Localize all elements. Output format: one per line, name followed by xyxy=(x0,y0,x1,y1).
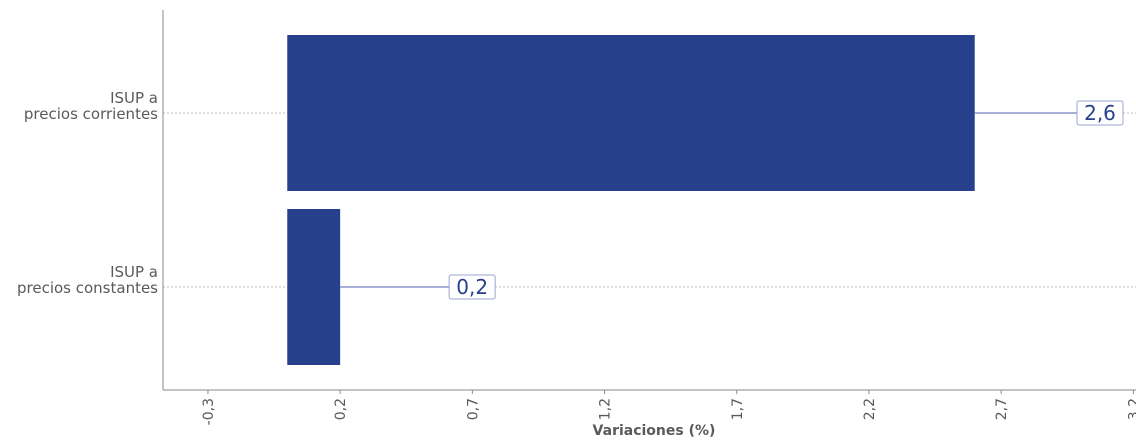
axes-layer xyxy=(162,10,1136,391)
data-label-box xyxy=(1076,100,1124,126)
x-tick-label: 0,7 xyxy=(465,398,481,420)
category-label: ISUP a xyxy=(110,263,158,281)
category-label: ISUP a xyxy=(110,89,158,107)
data-labels-layer: 2,6 0,2 xyxy=(340,100,1124,300)
x-tick-label: -0,3 xyxy=(201,398,217,425)
category-label: precios constantes xyxy=(17,279,158,297)
data-label: 2,6 xyxy=(1084,101,1116,125)
data-label: 0,2 xyxy=(456,275,488,299)
x-tick-label: 2,7 xyxy=(994,398,1010,420)
bars-layer xyxy=(287,35,975,365)
bar xyxy=(287,35,975,191)
x-tick-label: 3,2 xyxy=(1126,398,1136,420)
bar xyxy=(287,209,341,365)
x-tick-label: 2,2 xyxy=(862,398,878,420)
x-tick-label: 1,2 xyxy=(598,398,614,420)
x-axis-title: Variaciones (%) xyxy=(593,423,716,437)
x-tick-label: 0,2 xyxy=(333,398,349,420)
data-label-box xyxy=(448,274,496,300)
category-label: precios corrientes xyxy=(24,105,158,123)
x-tick-label: 1,7 xyxy=(730,398,746,420)
x-ticks-layer: -0,3 0,2 0,7 1,2 1,7 2,2 2,7 3,2 xyxy=(201,390,1136,425)
